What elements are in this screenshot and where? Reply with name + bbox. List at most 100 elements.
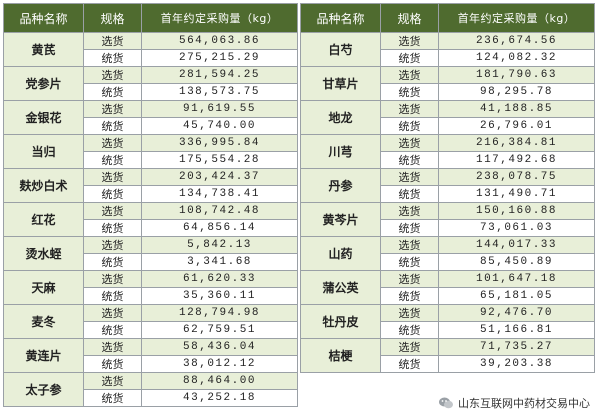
amount-cell: 564,063.86	[141, 32, 298, 50]
wechat-icon	[439, 397, 453, 409]
table-row: 统货 117,492.68	[301, 151, 595, 169]
amount-cell: 150,160.88	[438, 202, 595, 220]
table-row: 统货 85,450.89	[301, 253, 595, 271]
amount-cell: 281,594.25	[141, 66, 298, 84]
table-row: 统货 98,295.78	[301, 83, 595, 101]
amount-cell: 124,082.32	[438, 49, 595, 67]
herb-name-cell: 麦冬	[3, 304, 84, 339]
spec-cell: 统货	[83, 253, 142, 271]
spec-cell: 选货	[380, 32, 439, 50]
table-row: 牡丹皮 选货 92,476.70	[300, 304, 595, 339]
spec-cell: 选货	[380, 338, 439, 356]
header-spec: 规格	[83, 3, 142, 33]
spec-cell: 统货	[83, 219, 142, 237]
spec-cell: 选货	[380, 304, 439, 322]
table-row: 太子参 选货 88,464.00	[3, 372, 298, 407]
spec-cell: 统货	[380, 49, 439, 67]
amount-cell: 38,012.12	[141, 355, 298, 373]
amount-cell: 128,794.98	[141, 304, 298, 322]
table-row: 统货 131,490.71	[301, 185, 595, 203]
spec-cell: 选货	[380, 168, 439, 186]
amount-cell: 62,759.51	[141, 321, 298, 339]
table-row: 麸炒白术 选货 203,424.37	[3, 168, 298, 203]
herb-name-cell: 黄连片	[3, 338, 84, 373]
spec-cell: 统货	[380, 219, 439, 237]
spec-cell: 选货	[380, 66, 439, 84]
spec-cell: 统货	[83, 185, 142, 203]
amount-cell: 91,619.55	[141, 100, 298, 118]
amount-cell: 92,476.70	[438, 304, 595, 322]
spec-cell: 选货	[83, 66, 142, 84]
table-row: 天麻 选货 61,620.33	[3, 270, 298, 305]
spec-cell: 选货	[83, 236, 142, 254]
spec-cell: 统货	[83, 321, 142, 339]
table-row: 桔梗 选货 71,735.27	[300, 338, 595, 373]
amount-cell: 39,203.38	[438, 355, 595, 373]
table-row: 统货 62,759.51	[4, 321, 298, 339]
amount-cell: 101,647.18	[438, 270, 595, 288]
spec-cell: 统货	[380, 287, 439, 305]
table-header-row: 品种名称 规格 首年约定采购量（kg）	[300, 3, 595, 33]
spec-cell: 统货	[83, 49, 142, 67]
amount-cell: 98,295.78	[438, 83, 595, 101]
herb-name-cell: 烫水蛭	[3, 236, 84, 271]
procurement-table-left: 品种名称 规格 首年约定采购量（kg） 黄芪 选货 564,063.86 统货 275,…	[3, 3, 298, 407]
table-row: 统货 3,341.68	[4, 253, 298, 271]
spec-cell: 统货	[380, 151, 439, 169]
herb-name-cell: 红花	[3, 202, 84, 237]
header-name: 品种名称	[300, 3, 381, 33]
amount-cell: 236,674.56	[438, 32, 595, 50]
amount-cell: 71,735.27	[438, 338, 595, 356]
amount-cell: 216,384.81	[438, 134, 595, 152]
table-row: 黄连片 选货 58,436.04	[3, 338, 298, 373]
spec-cell: 统货	[83, 83, 142, 101]
amount-cell: 181,790.63	[438, 66, 595, 84]
amount-cell: 41,188.85	[438, 100, 595, 118]
spec-cell: 选货	[380, 202, 439, 220]
amount-cell: 175,554.28	[141, 151, 298, 169]
spec-cell: 统货	[83, 389, 142, 407]
herb-name-cell: 川芎	[300, 134, 381, 169]
table-row: 统货 51,166.81	[301, 321, 595, 339]
herb-name-cell: 白芍	[300, 32, 381, 67]
table-row: 党参片 选货 281,594.25	[3, 66, 298, 101]
spec-cell: 统货	[380, 117, 439, 135]
spec-cell: 选货	[380, 270, 439, 288]
table-row: 白芍 选货 236,674.56	[300, 32, 595, 67]
header-amount: 首年约定采购量（kg）	[141, 3, 298, 33]
herb-name-cell: 天麻	[3, 270, 84, 305]
spec-cell: 选货	[83, 372, 142, 390]
spec-cell: 选货	[83, 134, 142, 152]
amount-cell: 3,341.68	[141, 253, 298, 271]
herb-name-cell: 党参片	[3, 66, 84, 101]
amount-cell: 88,464.00	[141, 372, 298, 390]
spec-cell: 统货	[83, 355, 142, 373]
herb-name-cell: 丹参	[300, 168, 381, 203]
header-name: 品种名称	[3, 3, 84, 33]
spec-cell: 统货	[380, 321, 439, 339]
table-row: 烫水蛭 选货 5,842.13	[3, 236, 298, 271]
amount-cell: 58,436.04	[141, 338, 298, 356]
table-row: 统货 65,181.05	[301, 287, 595, 305]
spec-cell: 选货	[83, 32, 142, 50]
spec-cell: 统货	[380, 185, 439, 203]
table-row: 统货 124,082.32	[301, 49, 595, 67]
spec-cell: 统货	[83, 151, 142, 169]
amount-cell: 43,252.18	[141, 389, 298, 407]
spec-cell: 选货	[83, 304, 142, 322]
spec-cell: 统货	[83, 287, 142, 305]
amount-cell: 5,842.13	[141, 236, 298, 254]
spec-cell: 统货	[380, 355, 439, 373]
procurement-table-right: 品种名称 规格 首年约定采购量（kg） 白芍 选货 236,674.56 统货 124,…	[300, 3, 595, 373]
herb-name-cell: 当归	[3, 134, 84, 169]
herb-name-cell: 麸炒白术	[3, 168, 84, 203]
amount-cell: 131,490.71	[438, 185, 595, 203]
table-row: 统货 64,856.14	[4, 219, 298, 237]
amount-cell: 336,995.84	[141, 134, 298, 152]
table-row: 黄芪 选货 564,063.86	[3, 32, 298, 67]
herb-name-cell: 太子参	[3, 372, 84, 407]
spec-cell: 选货	[380, 100, 439, 118]
table-header-row: 品种名称 规格 首年约定采购量（kg）	[3, 3, 298, 33]
herb-name-cell: 黄芪	[3, 32, 84, 67]
